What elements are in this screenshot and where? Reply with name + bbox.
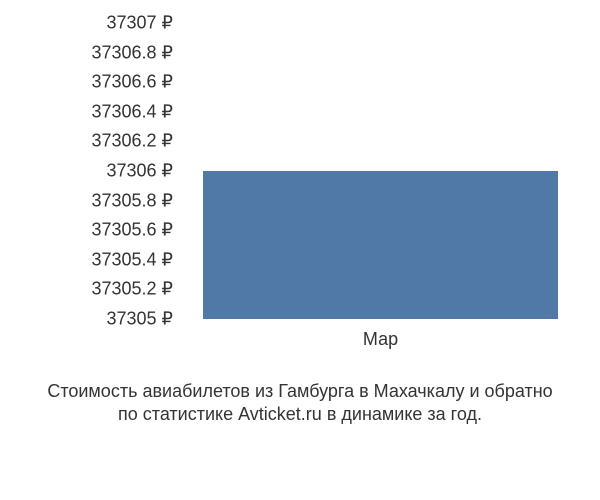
y-tick-label: 37306.4 ₽ bbox=[91, 101, 173, 122]
plot-area: 37307 ₽37306.8 ₽37306.6 ₽37306.4 ₽37306.… bbox=[183, 23, 578, 319]
chart-caption: Стоимость авиабилетов из Гамбурга в Маха… bbox=[0, 380, 600, 427]
price-chart: 37307 ₽ 37306.8 ₽ 37306.6 ₽ 37306.4 ₽ 37306.… bbox=[0, 0, 600, 500]
bar bbox=[203, 171, 559, 319]
y-tick-label: 37306 ₽ bbox=[106, 161, 173, 182]
y-tick-label: 37306.6 ₽ bbox=[91, 72, 173, 93]
caption-line-1: Стоимость авиабилетов из Гамбурга в Маха… bbox=[0, 380, 600, 403]
y-tick-label: 37305.6 ₽ bbox=[91, 220, 173, 241]
y-tick-label: 37305 ₽ bbox=[106, 309, 173, 330]
y-tick-label: 37307 ₽ bbox=[106, 13, 173, 34]
y-tick-label: 37306.8 ₽ bbox=[91, 42, 173, 63]
y-tick-label: 37305.2 ₽ bbox=[91, 279, 173, 300]
caption-line-2: по статистике Avticket.ru в динамике за … bbox=[0, 403, 600, 426]
x-tick-label: Мар bbox=[363, 329, 398, 350]
y-tick-label: 37305.8 ₽ bbox=[91, 190, 173, 211]
y-tick-label: 37305.4 ₽ bbox=[91, 249, 173, 270]
y-tick-label: 37306.2 ₽ bbox=[91, 131, 173, 152]
